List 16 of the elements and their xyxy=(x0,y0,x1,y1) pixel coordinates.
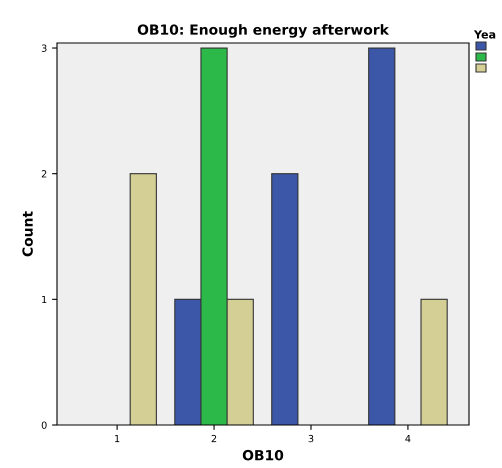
bar xyxy=(420,298,448,425)
bar xyxy=(271,173,298,425)
y-tick-label: 2 xyxy=(42,170,46,178)
x-tick-label: 4 xyxy=(405,435,410,442)
x-tick-label: 3 xyxy=(308,434,314,442)
y-tick-label: 1 xyxy=(42,296,46,304)
bar xyxy=(368,47,396,425)
bar xyxy=(130,173,157,425)
x-tick-label: 1 xyxy=(115,435,120,442)
legend-title: Yea xyxy=(474,30,496,39)
y-tick-label: 0 xyxy=(42,421,47,429)
y-axis-title: Count xyxy=(22,211,33,256)
x-axis-title: OB10 xyxy=(242,450,284,460)
chart-title: OB10: Enough energy afterwork xyxy=(138,24,390,38)
y-tick-label: 3 xyxy=(42,44,46,52)
x-tick-label: 2 xyxy=(212,434,216,442)
